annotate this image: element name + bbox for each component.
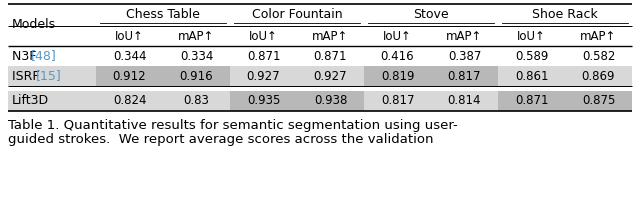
Text: 0.871: 0.871 [247, 50, 280, 62]
Bar [565, 91, 632, 111]
Text: Chess Table: Chess Table [126, 8, 200, 22]
Text: 0.824: 0.824 [113, 95, 147, 107]
Text: 0.817: 0.817 [381, 95, 414, 107]
Text: guided strokes.  We report average scores across the validation: guided strokes. We report average scores… [8, 133, 433, 146]
Text: Stove: Stove [413, 8, 449, 22]
Text: mAP↑: mAP↑ [446, 30, 483, 42]
Text: 0.814: 0.814 [448, 95, 481, 107]
Text: 0.387: 0.387 [448, 50, 481, 62]
Text: IoU↑: IoU↑ [517, 30, 546, 42]
Text: 0.344: 0.344 [113, 50, 147, 62]
Text: 0.582: 0.582 [582, 50, 615, 62]
Text: 0.589: 0.589 [515, 50, 548, 62]
Text: 0.938: 0.938 [314, 95, 347, 107]
Text: N3F: N3F [12, 50, 40, 62]
Text: ISRF: ISRF [12, 69, 44, 83]
Text: IoU↑: IoU↑ [115, 30, 144, 42]
Text: 0.871: 0.871 [515, 95, 548, 107]
Text: 0.871: 0.871 [314, 50, 348, 62]
Text: 0.927: 0.927 [246, 69, 280, 83]
Bar [96, 66, 163, 86]
Text: 0.334: 0.334 [180, 50, 213, 62]
Text: 0.819: 0.819 [381, 69, 414, 83]
Text: 0.935: 0.935 [247, 95, 280, 107]
Text: [15]: [15] [35, 69, 61, 83]
Bar [297, 91, 364, 111]
Text: Shoe Rack: Shoe Rack [532, 8, 598, 22]
Text: 0.861: 0.861 [515, 69, 548, 83]
Text: mAP↑: mAP↑ [312, 30, 349, 42]
Text: 0.927: 0.927 [314, 69, 348, 83]
Text: 0.869: 0.869 [582, 69, 615, 83]
Text: Lift3D: Lift3D [12, 95, 49, 107]
Text: 0.416: 0.416 [381, 50, 414, 62]
Bar [230, 91, 297, 111]
Text: mAP↑: mAP↑ [580, 30, 617, 42]
Text: Color Fountain: Color Fountain [252, 8, 342, 22]
Bar [498, 91, 565, 111]
Bar [364, 66, 431, 86]
Bar [431, 66, 498, 86]
Text: mAP↑: mAP↑ [179, 30, 214, 42]
Text: 0.817: 0.817 [448, 69, 481, 83]
Text: 0.83: 0.83 [184, 95, 209, 107]
Bar [163, 66, 230, 86]
Text: Models: Models [12, 19, 56, 31]
Text: IoU↑: IoU↑ [249, 30, 278, 42]
Text: [48]: [48] [31, 50, 56, 62]
Text: IoU↑: IoU↑ [383, 30, 412, 42]
Text: 0.916: 0.916 [180, 69, 213, 83]
Bar [8, 66, 632, 86]
Text: 0.875: 0.875 [582, 95, 615, 107]
Bar [8, 91, 632, 111]
Text: Table 1. Quantitative results for semantic segmentation using user-: Table 1. Quantitative results for semant… [8, 119, 458, 131]
Text: 0.912: 0.912 [113, 69, 147, 83]
